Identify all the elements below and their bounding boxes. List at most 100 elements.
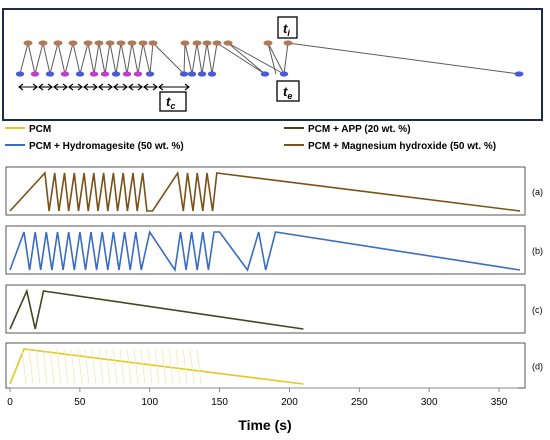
arrow-head <box>137 83 143 91</box>
shade-line <box>147 348 153 385</box>
arrow-head <box>128 83 134 91</box>
arrow-head <box>158 83 164 91</box>
shade-line <box>98 348 104 385</box>
shade-line <box>175 348 181 385</box>
shade-line <box>91 348 97 385</box>
shade-line <box>77 348 83 385</box>
tick-label: 200 <box>281 397 298 408</box>
bottom-marker <box>145 71 155 77</box>
panels: (a) (b) (c) (d) <box>5 166 543 389</box>
stem-line <box>201 42 208 75</box>
shade-line <box>42 348 48 385</box>
top-marker <box>53 40 63 46</box>
shade-line <box>63 348 69 385</box>
top-marker <box>223 40 233 46</box>
tick-label: 300 <box>421 397 438 408</box>
legend-label-hydromagesite: PCM + Hydromagesite (50 wt. %) <box>29 141 184 152</box>
stem-line <box>191 42 198 75</box>
top-marker <box>148 40 158 46</box>
stem-line <box>34 42 44 75</box>
panel-tag: (a) <box>532 187 543 197</box>
stem-line <box>137 42 144 75</box>
tick-label: 0 <box>7 397 13 408</box>
arrow-head <box>113 83 119 91</box>
panel-tag: (b) <box>532 246 543 256</box>
arrow-head <box>152 83 158 91</box>
arrow-head <box>122 83 128 91</box>
top-marker <box>105 40 115 46</box>
stem-line <box>211 42 218 75</box>
stem-line <box>152 42 185 75</box>
shade-line <box>70 348 76 385</box>
stem-line <box>115 42 122 75</box>
shade-line <box>119 348 125 385</box>
shade-line <box>182 348 188 385</box>
arrow-head <box>18 83 24 91</box>
arrow-head <box>143 83 149 91</box>
stem-line <box>196 42 203 75</box>
time-axis-label: Time (s) <box>238 417 291 433</box>
bottom-marker <box>260 71 270 77</box>
top-marker <box>127 40 137 46</box>
bottom-marker <box>197 71 207 77</box>
panel-tag: (c) <box>532 305 543 315</box>
bottom-marker <box>514 71 524 77</box>
stem-line <box>149 42 154 75</box>
top-marker <box>283 40 293 46</box>
stem-line <box>57 42 66 75</box>
legend-label-pcm: PCM <box>29 124 51 135</box>
tick-label: 350 <box>491 397 508 408</box>
ti-label: ti <box>283 21 290 38</box>
shade-line <box>189 348 195 385</box>
bottom-marker <box>45 71 55 77</box>
stem-line <box>267 42 277 75</box>
legend-label-app: PCM + APP (20 wt. %) <box>308 124 411 135</box>
bottom-marker <box>30 71 40 77</box>
stem-line <box>27 42 36 75</box>
stem-line <box>79 42 89 75</box>
shade-line <box>105 348 111 385</box>
top-marker <box>180 40 190 46</box>
panel-frame <box>5 166 526 216</box>
top-marker <box>192 40 202 46</box>
panel-frame <box>5 342 526 389</box>
shade-line <box>49 348 55 385</box>
bottom-marker <box>179 71 189 77</box>
stem-line <box>49 42 59 75</box>
panel-tag: (d) <box>532 362 543 372</box>
panel-d-shading <box>21 348 202 385</box>
shade-line <box>35 348 41 385</box>
bottom-marker <box>133 71 143 77</box>
stem-line <box>98 42 106 75</box>
stem-line <box>267 42 285 75</box>
series-line <box>9 348 304 385</box>
decay-line <box>287 42 520 75</box>
stem-line <box>87 42 95 75</box>
shade-line <box>56 348 62 385</box>
top-marker <box>38 40 48 46</box>
series-line <box>9 170 521 212</box>
stem-line <box>93 42 100 75</box>
shade-line <box>28 348 34 385</box>
tc-label: tc <box>166 94 175 111</box>
stem-line <box>126 42 133 75</box>
arrow-head <box>32 83 38 91</box>
time-axis: 0 50 100 150 200 250 300 350 Time (s) <box>7 387 518 433</box>
stem-line <box>216 42 266 75</box>
stem-line <box>183 42 186 75</box>
top-marker <box>23 40 33 46</box>
shade-line <box>84 348 90 385</box>
shade-line <box>112 348 118 385</box>
stem-line <box>64 42 74 75</box>
tick-label: 50 <box>74 397 86 408</box>
panel-frame <box>5 284 526 334</box>
bottom-marker <box>187 71 197 77</box>
bottom-marker <box>15 71 25 77</box>
top-marker <box>68 40 78 46</box>
tc-box <box>159 91 187 112</box>
tick-label: 250 <box>351 397 368 408</box>
tick-label: 100 <box>141 397 158 408</box>
bottom-marker <box>122 71 132 77</box>
bottom-marker <box>100 71 110 77</box>
